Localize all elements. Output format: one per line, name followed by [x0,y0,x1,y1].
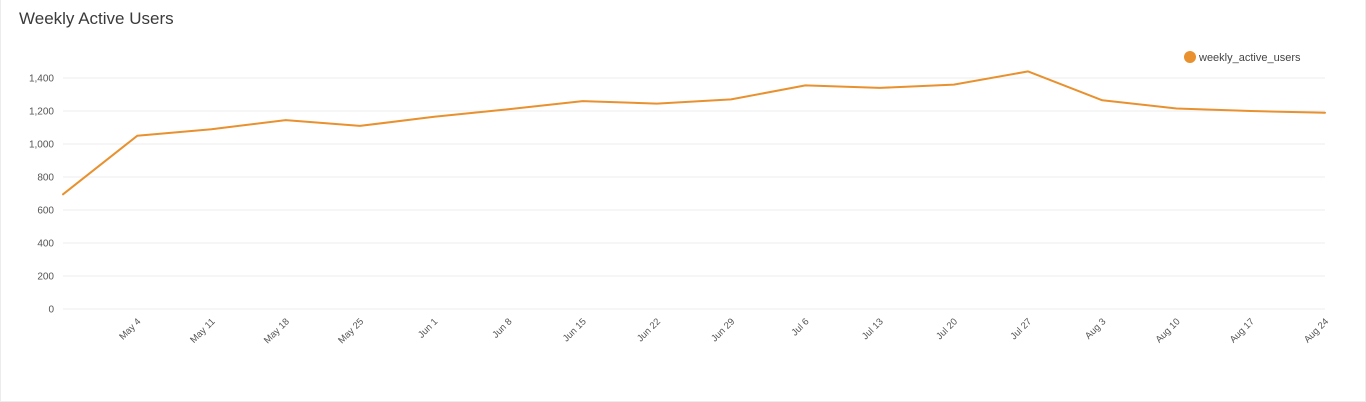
data-point[interactable] [951,82,957,88]
data-point[interactable] [505,106,511,112]
x-tick-label: May 25 [336,316,366,346]
y-tick-label: 800 [37,173,54,184]
data-point[interactable] [877,85,883,91]
data-point[interactable] [60,191,66,197]
data-point[interactable] [283,117,289,123]
y-tick-label: 1,000 [29,140,54,151]
data-point[interactable] [654,101,660,107]
x-tick-label: Jul 13 [860,316,886,342]
data-point[interactable] [1248,108,1254,114]
x-tick-label: May 18 [262,316,292,346]
x-tick-label: May 11 [188,316,217,345]
data-point[interactable] [1174,106,1180,112]
y-tick-label: 1,200 [29,107,54,118]
y-tick-label: 1,400 [29,74,54,85]
data-point[interactable] [1025,68,1031,74]
legend-marker [1184,51,1196,63]
data-point[interactable] [728,96,734,102]
data-point[interactable] [208,126,214,132]
x-tick-label: Aug 17 [1228,316,1257,345]
y-tick-label: 600 [37,206,54,217]
x-tick-label: Jun 29 [709,316,737,344]
x-tick-label: Jul 6 [789,316,811,338]
data-point[interactable] [357,123,363,129]
series-line-weekly_active_users[interactable] [62,70,1326,196]
x-tick-label: Jun 8 [490,316,514,340]
x-tick-label: May 4 [117,316,143,342]
x-tick-label: Aug 24 [1302,316,1331,345]
x-tick-label: Jun 1 [416,316,440,340]
x-tick-label: Aug 10 [1154,316,1183,345]
y-tick-label: 200 [37,272,54,283]
y-tick-label: 0 [48,305,54,316]
data-point[interactable] [580,98,586,104]
y-tick-label: 400 [37,239,54,250]
legend-label: weekly_active_users [1198,52,1301,64]
x-tick-label: Aug 3 [1083,316,1108,341]
data-point[interactable] [134,133,140,139]
x-tick-label: Jun 15 [561,316,589,344]
data-point[interactable] [1322,110,1328,116]
legend[interactable]: weekly_active_users [1184,51,1301,64]
x-tick-label: Jul 27 [1008,316,1034,342]
data-point[interactable] [431,114,437,120]
data-point[interactable] [802,82,808,88]
x-tick-label: Jul 20 [934,316,960,342]
chart-title: Weekly Active Users [19,9,174,28]
data-point[interactable] [1099,97,1105,103]
x-tick-label: Jun 22 [635,316,663,344]
